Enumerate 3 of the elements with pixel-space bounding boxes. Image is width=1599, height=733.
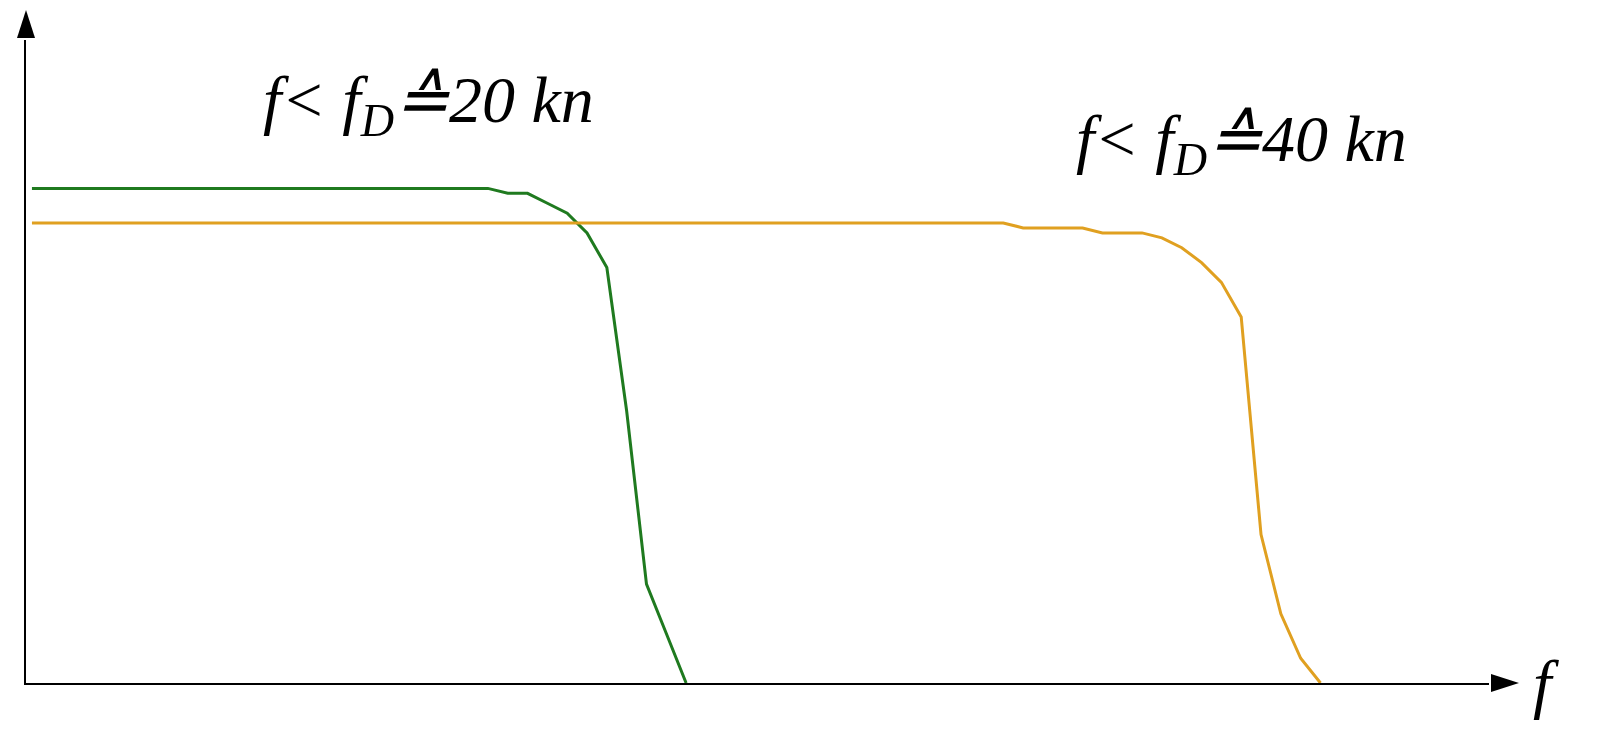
x-axis-title: f: [1533, 647, 1559, 720]
series-label: f< f$_{D}$≙20 kn: [263, 63, 594, 146]
series-label: f< f$_{D}$≙40 kn: [1076, 102, 1407, 185]
